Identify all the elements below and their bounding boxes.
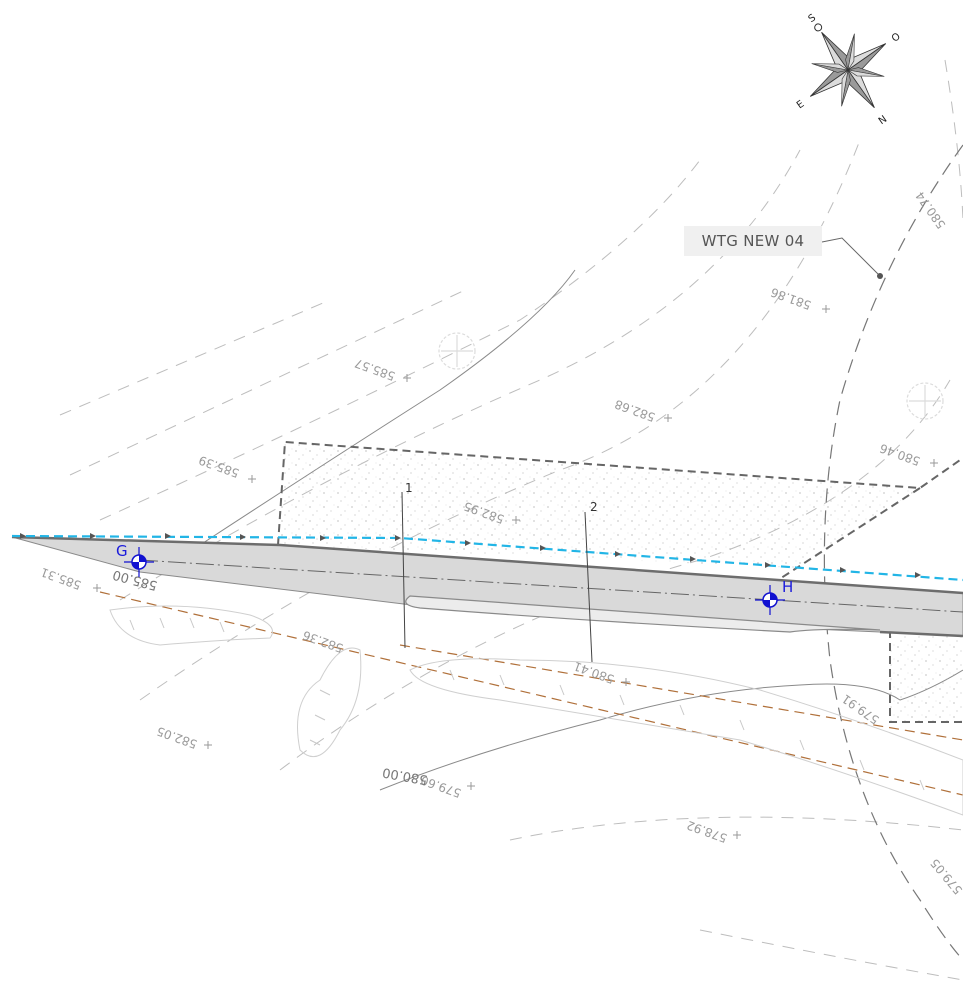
- spot-elevation: 585.31: [39, 565, 83, 593]
- spot-elevation: 582.68: [613, 397, 657, 425]
- spot-elevation: 580.74: [913, 189, 949, 231]
- survey-point-g: G: [116, 542, 154, 577]
- embankment-slopes: [109, 605, 963, 816]
- road-centerline: [139, 559, 963, 613]
- edge-arrows: [20, 533, 921, 578]
- spot-elevation: 578.92: [685, 818, 729, 846]
- ditch-lines: [99, 591, 963, 796]
- contour-label: 580.00: [381, 764, 428, 787]
- access-line: [823, 144, 963, 961]
- spot-elevation: 585.39: [197, 453, 241, 481]
- spot-elevation: 582.05: [155, 724, 199, 752]
- survey-point-h: H: [755, 578, 793, 615]
- spot-elevation: 582.36: [301, 628, 345, 656]
- platform-area: [278, 442, 920, 568]
- spot-marks: [93, 305, 938, 839]
- road-edge-bold: [11, 535, 963, 595]
- tree-icon: [438, 332, 944, 420]
- turbine-label: WTG NEW 04: [684, 226, 822, 256]
- road-edge-lower: [879, 630, 963, 638]
- road-island: [405, 595, 881, 633]
- compass-east: E: [795, 99, 806, 112]
- spot-elevation: 585.57: [353, 356, 397, 384]
- survey-point-label: H: [782, 578, 793, 596]
- spot-elevation: 581.86: [769, 285, 813, 313]
- slope-hatch: [129, 617, 925, 791]
- compass-west: O: [890, 31, 903, 45]
- platform-area-right: [890, 630, 963, 722]
- spot-elevation: 579.05: [928, 856, 963, 897]
- platform-boundary: [277, 440, 963, 723]
- section-label: 2: [590, 500, 598, 514]
- section-line-2: 2: [584, 500, 598, 663]
- edge-line: [11, 534, 963, 582]
- compass-north: N: [877, 114, 889, 127]
- survey-point-label: G: [116, 542, 128, 560]
- section-line-1: 1: [401, 481, 413, 649]
- spot-elevation: 579.91: [839, 691, 881, 727]
- turbine-leader: [821, 237, 883, 279]
- section-label: 1: [405, 481, 413, 495]
- compass-south: S: [807, 12, 819, 25]
- contour-lines: [59, 59, 963, 981]
- compass-rose: N S E O: [795, 12, 903, 127]
